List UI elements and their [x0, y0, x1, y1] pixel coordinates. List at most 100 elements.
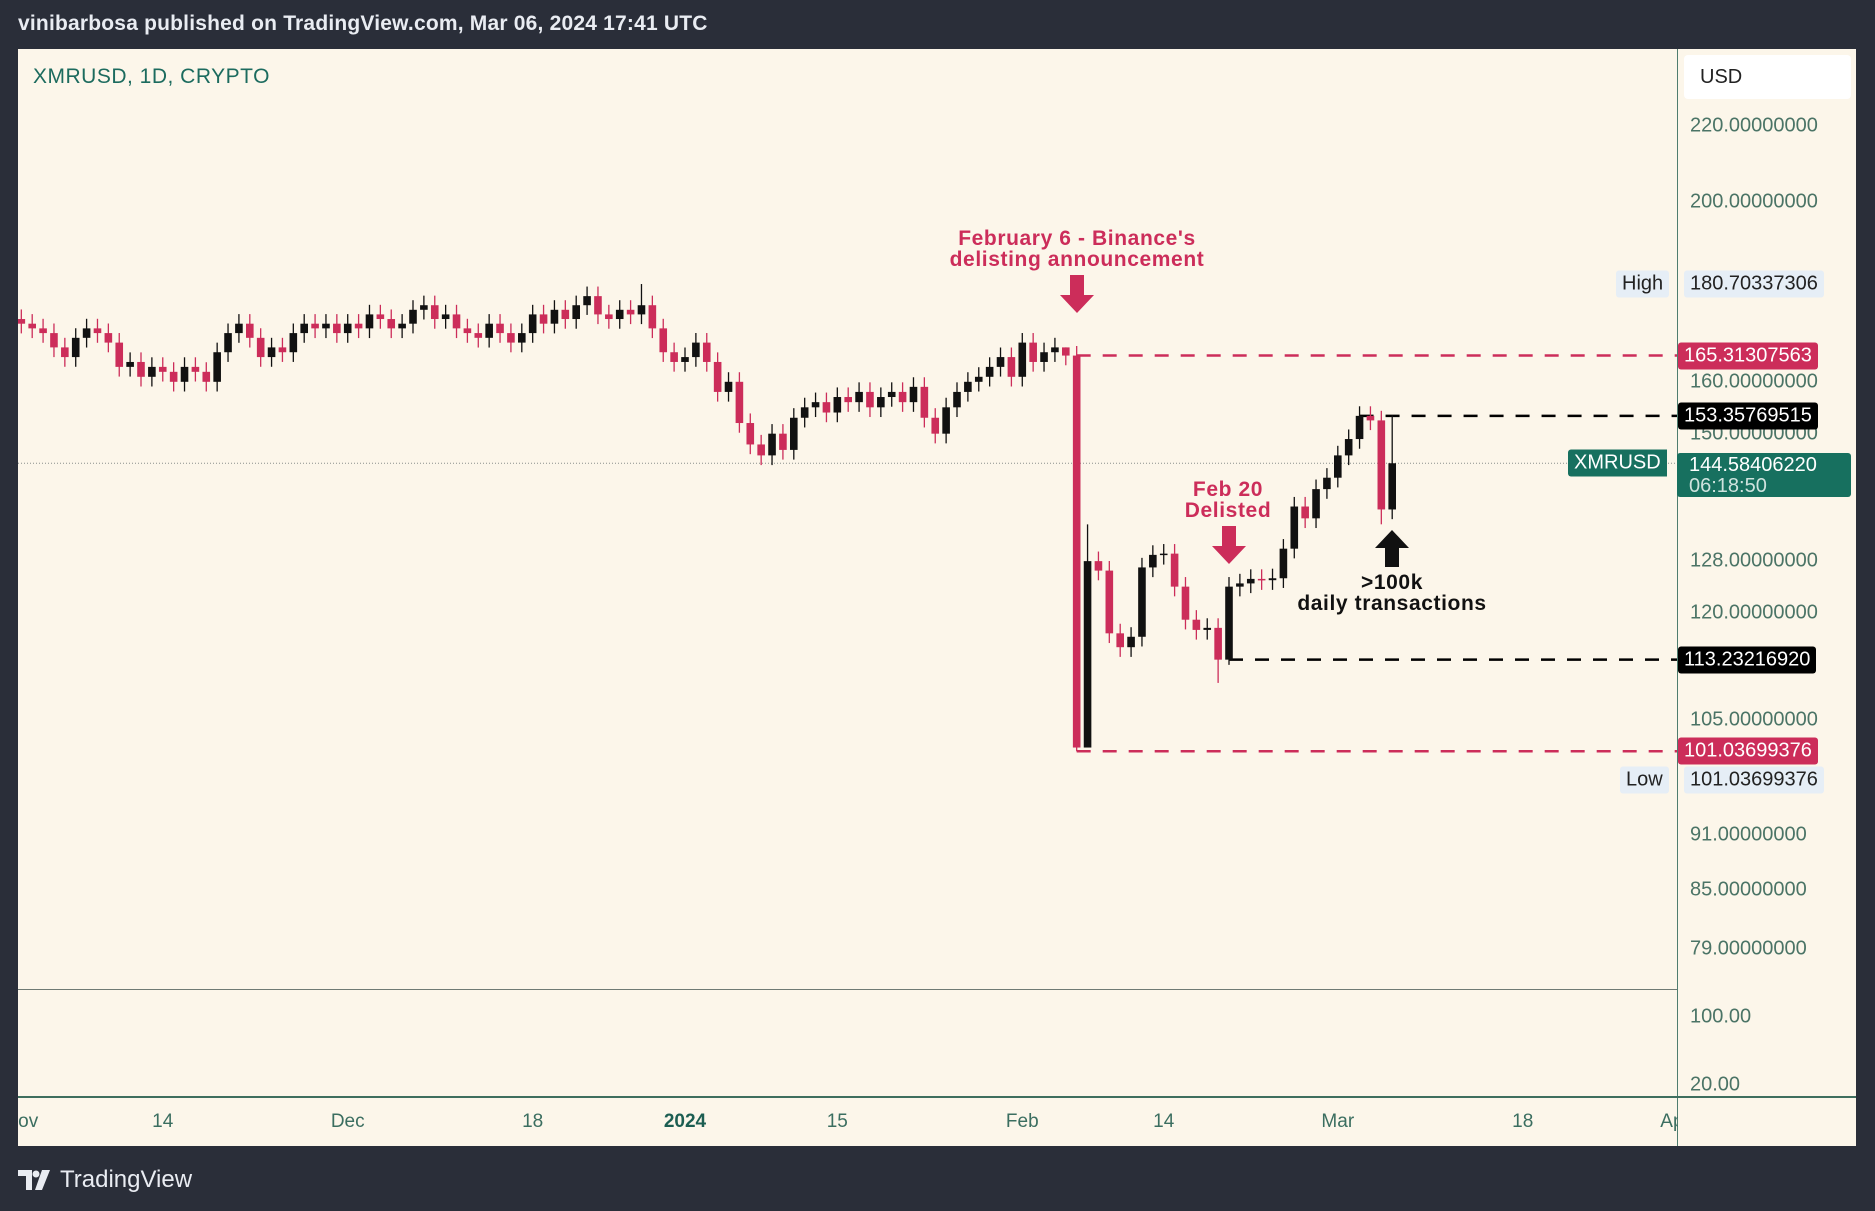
- annotation-line: >100k: [1361, 571, 1423, 594]
- annotation-line: Delisted: [1184, 499, 1272, 522]
- candle-body: [746, 423, 755, 445]
- arrow-up-icon: [1375, 530, 1409, 567]
- candle-body: [550, 309, 559, 324]
- level-price-tag: 101.03699376: [1678, 737, 1818, 765]
- candle-body: [528, 314, 537, 334]
- candle-body: [539, 314, 548, 324]
- symbol-legend[interactable]: XMRUSD, 1D, CRYPTO: [33, 65, 270, 88]
- candle-body: [158, 366, 167, 372]
- candle-body: [670, 352, 678, 362]
- candle-body: [1377, 420, 1386, 510]
- candle-body: [115, 342, 124, 367]
- lower-pane-tick: 100.00: [1690, 1005, 1752, 1028]
- candle-body: [224, 333, 232, 353]
- candle-body: [213, 352, 221, 382]
- current-price-tag: 144.58406220 06:18:50: [1677, 453, 1851, 498]
- candle-body: [1268, 578, 1277, 581]
- chart-frame[interactable]: XMRUSD, 1D, CRYPTO USD 220.00000000 200.0…: [18, 49, 1856, 1146]
- brand-name: TradingView: [60, 1166, 193, 1193]
- price-tick-label: 128.00000000: [1690, 549, 1818, 572]
- candle-body: [877, 397, 885, 408]
- candle-body: [343, 323, 352, 334]
- high-label: High: [1616, 270, 1670, 298]
- candle-body: [702, 342, 711, 362]
- arrow-down-icon: [1060, 275, 1094, 313]
- candle-body: [148, 366, 156, 377]
- currency-button[interactable]: USD: [1684, 55, 1851, 99]
- bar-countdown: 06:18:50: [1689, 475, 1767, 498]
- candle-body: [1323, 477, 1331, 490]
- candle-body: [409, 309, 417, 324]
- arrow-down-icon: [1212, 526, 1246, 564]
- candle-body: [1094, 561, 1103, 571]
- candle-body: [1062, 347, 1070, 356]
- candle-body: [300, 323, 308, 334]
- candle-body: [681, 357, 689, 362]
- lower-pane-tick: 20.00: [1690, 1073, 1741, 1096]
- price-tick-label: 160.00000000: [1690, 370, 1818, 393]
- candle-body: [235, 323, 243, 334]
- candle-body: [811, 402, 820, 408]
- price-tick-label: 79.00000000: [1690, 937, 1807, 960]
- candle-body: [931, 417, 940, 434]
- candle-body: [1344, 439, 1353, 456]
- candle-body: [1214, 627, 1222, 660]
- candle-body: [974, 376, 983, 382]
- time-tick-label: 2024: [663, 1111, 707, 1132]
- candle-body: [1040, 352, 1048, 362]
- price-chart[interactable]: [18, 49, 1856, 1146]
- candle-body: [1290, 506, 1299, 549]
- symbol-price-tag: XMRUSD: [1568, 449, 1667, 477]
- candle-body: [256, 337, 265, 358]
- price-tick-label: 91.00000000: [1690, 823, 1807, 846]
- candle-body: [1181, 586, 1190, 620]
- candle-body: [1072, 355, 1081, 748]
- time-tick-label: Nov: [18, 1111, 39, 1132]
- candle-body: [790, 417, 798, 450]
- candle-body: [441, 314, 450, 320]
- candle-body: [50, 333, 58, 348]
- candle-body: [1138, 567, 1146, 637]
- candle-body: [354, 323, 363, 329]
- price-axis-border: [1677, 49, 1678, 1146]
- candle-body: [833, 397, 842, 413]
- candle-body: [887, 391, 896, 398]
- candle-body: [1170, 553, 1179, 587]
- candle-body: [1246, 578, 1255, 584]
- footer-brand[interactable]: TradingView: [18, 1166, 192, 1194]
- time-tick-label: 14: [152, 1111, 174, 1132]
- candle-body: [485, 323, 493, 338]
- annotation-line: Feb 20: [1192, 478, 1264, 501]
- candle-body: [202, 371, 211, 382]
- pane-separator[interactable]: [18, 989, 1677, 990]
- time-tick-label: 18: [1512, 1111, 1534, 1132]
- candle-body: [1312, 489, 1320, 519]
- candle-body: [898, 391, 907, 403]
- low-label: Low: [1620, 766, 1669, 794]
- transactions-annotation: >100k daily transactions: [1297, 572, 1486, 614]
- candle-body: [322, 323, 330, 329]
- candle-body: [191, 366, 200, 372]
- candle-body: [844, 397, 852, 403]
- time-axis-corner: [1678, 1099, 1856, 1145]
- candle-body: [387, 319, 396, 329]
- candle-body: [920, 386, 929, 418]
- candle-body: [507, 333, 515, 343]
- time-tick-label: Dec: [330, 1111, 365, 1132]
- candle-body: [496, 323, 504, 334]
- candle-body: [18, 319, 26, 324]
- candle-body: [964, 381, 972, 392]
- candle-body: [452, 314, 461, 329]
- candle-body: [1334, 455, 1342, 478]
- candle-body: [311, 323, 319, 329]
- candle-body: [137, 361, 145, 377]
- candle-body: [376, 314, 385, 320]
- candle-body: [1366, 415, 1375, 421]
- candle-body: [474, 333, 483, 338]
- candle-body: [126, 361, 134, 367]
- candle-body: [1203, 627, 1212, 630]
- candle-body: [267, 347, 276, 358]
- price-tick-label: 200.00000000: [1690, 190, 1818, 213]
- candle-body: [572, 305, 580, 320]
- candle-body: [692, 342, 700, 358]
